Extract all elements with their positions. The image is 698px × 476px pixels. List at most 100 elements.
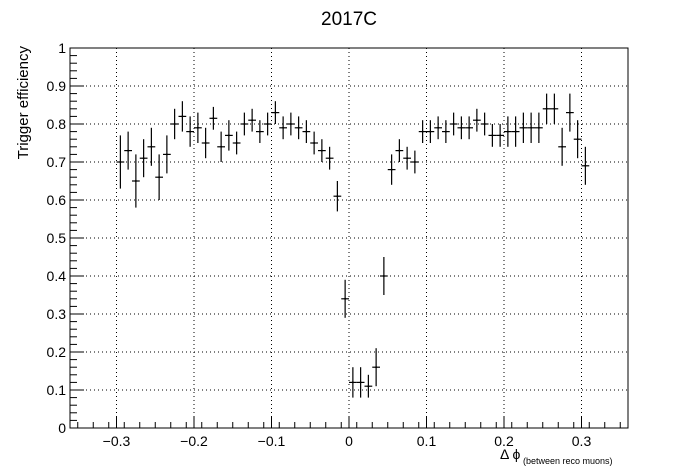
data-point [573,120,582,159]
data-point [132,154,140,208]
point-marker [460,126,463,129]
data-points [116,93,590,398]
data-point [465,116,473,140]
data-point [542,93,551,124]
point-marker [452,123,455,125]
data-point [139,139,148,178]
data-point [496,124,504,147]
point-marker [522,126,525,129]
point-marker [375,366,378,369]
point-marker [336,195,339,198]
axis-ticks [70,47,621,429]
point-marker [382,275,385,277]
y-tick-label: 0.8 [47,116,67,132]
data-point [294,116,303,140]
data-point [163,135,171,174]
chart-title: 2017C [321,9,377,30]
tick-labels: −0.3 −0.2 −0.1 0 0.1 0.2 0.3 0 0.1 0.2 0.3 0.4 0.5 0.… [47,40,592,449]
data-point [535,112,543,143]
point-marker [266,123,269,125]
data-point [558,127,566,166]
point-marker [289,123,292,125]
data-point [434,116,442,140]
point-marker [235,142,238,144]
x-tick-label: −0.3 [103,433,131,449]
data-point [395,139,404,162]
y-tick-label: 0 [58,420,66,436]
data-point [411,150,419,174]
point-marker [444,130,447,133]
data-point [318,139,326,162]
point-marker [390,168,393,171]
point-marker [351,381,354,384]
x-axis-label-subscript: (between reco muons) [523,456,613,466]
data-point [519,112,528,143]
data-point [302,120,311,143]
point-marker [367,385,370,388]
point-marker [576,138,579,141]
data-point [147,127,156,166]
point-marker [537,126,540,129]
point-marker [421,130,424,133]
data-point [116,135,125,189]
point-marker [134,180,137,182]
x-tick-label: 0.2 [494,433,514,449]
data-point [511,116,520,147]
data-point [178,101,187,132]
data-point [310,131,318,155]
data-point [194,112,202,143]
point-marker [359,381,362,384]
y-tick-label: 0.2 [47,344,67,360]
x-tick-label: −0.2 [180,433,208,449]
point-marker [483,123,486,125]
point-marker [196,126,199,129]
point-marker [398,149,401,152]
y-tick-label: 0.7 [47,154,67,170]
point-marker [491,134,494,137]
point-marker [127,149,130,152]
point-marker [437,126,440,129]
point-marker [173,123,176,125]
point-marker [119,161,122,163]
point-marker [243,123,246,125]
data-point [426,120,435,143]
data-point [124,131,132,170]
point-marker [413,161,416,163]
data-point [380,257,388,295]
data-point [527,112,535,143]
data-point [170,108,179,140]
data-point [356,367,365,398]
data-point [550,93,559,124]
point-marker [204,142,207,144]
data-point [364,374,373,398]
point-marker [313,142,316,144]
x-tick-label: −0.1 [258,433,286,449]
point-marker [181,115,184,118]
y-tick-label: 1 [58,40,66,56]
data-point [480,112,489,136]
data-point [155,154,163,200]
data-point [341,279,349,318]
point-marker [506,130,509,133]
point-marker [530,126,533,129]
data-point [442,120,450,143]
y-axis-label: Trigger efficiency [15,46,32,160]
point-marker [320,149,323,152]
data-point [372,348,380,387]
data-point [263,112,272,136]
data-point [488,124,497,147]
point-marker [305,130,308,133]
y-tick-label: 0.3 [47,306,67,322]
data-point [349,367,357,398]
data-point [418,120,427,143]
point-marker [429,130,432,133]
point-marker [258,130,261,133]
x-axis-label: Δ ϕ [500,446,520,462]
data-point [325,146,334,170]
data-point [240,112,249,136]
point-marker [165,153,168,156]
data-point [504,116,512,147]
point-marker [561,145,564,148]
point-marker [545,107,548,110]
data-point [225,120,233,151]
